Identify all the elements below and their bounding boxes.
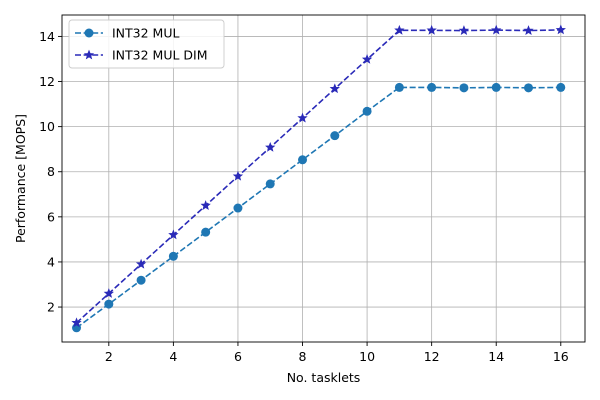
data-point [232,170,244,181]
x-tick-label: 16 [553,349,569,364]
data-point [201,227,211,237]
y-tick-label: 10 [39,119,55,134]
y-tick-label: 14 [39,29,55,44]
x-tick-label: 2 [105,349,113,364]
data-point [555,24,566,35]
y-tick-label: 4 [47,254,55,269]
legend-item: INT32 MUL [75,26,179,41]
data-point [491,24,502,35]
x-tick-label: 8 [299,349,307,364]
data-point [297,112,308,123]
data-point [394,24,405,35]
legend-label: INT32 MUL DIM [112,48,208,63]
series-layer [71,24,566,333]
grid [62,15,585,342]
data-point [427,82,437,92]
x-tick-label: 4 [169,349,177,364]
data-point [233,203,243,213]
x-tick-label: 12 [424,349,440,364]
data-point [71,317,82,328]
data-point [458,25,470,35]
data-point [298,155,308,165]
data-point [330,131,340,141]
x-tick-label: 10 [359,349,375,364]
legend-marker [83,49,95,60]
data-point [200,200,211,210]
data-point [103,288,114,298]
data-point [362,106,372,116]
series-line [76,86,561,329]
data-point [491,82,501,92]
data-point [135,258,147,269]
plot-frame [61,14,586,343]
legend-marker [84,28,94,38]
data-point [459,83,469,93]
x-axis-title: No. tasklets [287,370,361,385]
data-point [168,251,178,261]
data-point [426,24,437,35]
y-tick-label: 6 [47,209,55,224]
data-point [523,25,534,35]
y-tick-label: 2 [47,300,55,315]
data-point [265,141,276,152]
x-tick-label: 6 [234,349,242,364]
y-tick-label: 12 [39,74,55,89]
y-tick-label: 8 [47,164,55,179]
data-point [556,82,566,92]
x-tick-label: 14 [488,349,504,364]
x-axis-ticks: 2 4 6 8 10 12 14 16 [105,342,569,364]
data-point [168,229,179,240]
data-point [524,83,534,93]
legend-label: INT32 MUL [112,26,179,41]
data-point [394,82,404,92]
legend: INT32 MUL INT32 MUL DIM [68,19,225,69]
legend-box [68,19,225,69]
legend-item: INT32 MUL DIM [75,48,208,63]
data-point [329,83,340,94]
data-point [361,54,373,64]
data-point [104,299,114,309]
y-axis-title: Performance [MOPS] [13,114,28,243]
series-line [75,29,561,324]
data-point [265,179,275,189]
data-point [136,275,146,285]
series-2 [71,24,566,328]
series-1 [72,82,566,333]
y-axis-ticks: 2 4 6 8 10 12 14 [39,29,62,315]
